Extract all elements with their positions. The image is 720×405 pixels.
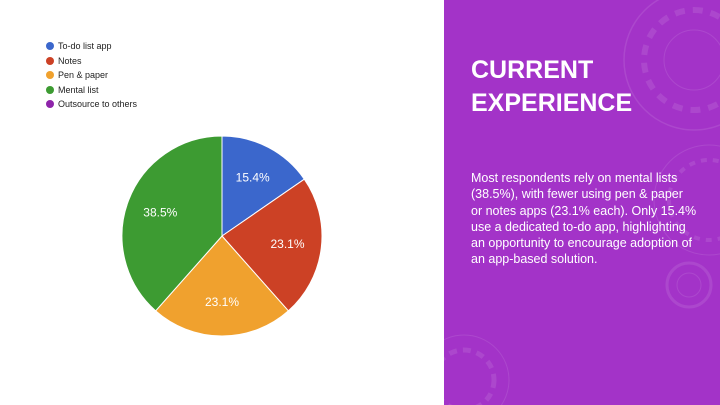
pie-slice-todo-app	[221, 135, 305, 237]
legend-swatch	[46, 100, 54, 109]
pie-slice-mental-list	[121, 135, 223, 312]
legend-item-notes: Notes	[46, 54, 137, 69]
pie-slice-pen-paper	[154, 235, 290, 337]
panel-title-line: CURRENT	[471, 56, 594, 84]
pie-data-label: 23.1%	[271, 237, 305, 251]
chart-legend: To-do list app Notes Pen & paper Mental …	[46, 39, 137, 112]
legend-item-todo-app: To-do list app	[46, 39, 137, 54]
legend-swatch	[46, 42, 54, 51]
panel-title: CURRENT EXPERIENCE	[471, 54, 711, 120]
legend-swatch	[46, 56, 54, 65]
chart-panel: To-do list app Notes Pen & paper Mental …	[46, 39, 323, 337]
legend-label: Pen & paper	[58, 70, 109, 81]
legend-label: To-do list app	[58, 41, 112, 52]
legend-item-outsource: Outsource to others	[46, 97, 137, 112]
panel-body-text: Most respondents rely on mental lists (3…	[471, 171, 697, 267]
legend-swatch	[46, 71, 54, 80]
pie-chart: 15.4% 23.1% 23.1% 38.5%	[121, 135, 323, 337]
legend-item-mental-list: Mental list	[46, 83, 137, 98]
legend-label: Notes	[58, 55, 82, 66]
pie-data-label: 23.1%	[205, 295, 239, 309]
pie-data-label: 15.4%	[236, 171, 270, 185]
legend-item-pen-paper: Pen & paper	[46, 68, 137, 83]
legend-label: Mental list	[58, 84, 99, 95]
pie-slice-notes	[221, 178, 323, 312]
legend-swatch	[46, 85, 54, 94]
summary-panel: CURRENT EXPERIENCE Most respondents rely…	[444, 0, 720, 405]
legend-label: Outsource to others	[58, 99, 138, 110]
pie-data-label: 38.5%	[143, 206, 177, 220]
panel-title-line: EXPERIENCE	[471, 89, 633, 117]
decorative-circles	[444, 0, 720, 405]
